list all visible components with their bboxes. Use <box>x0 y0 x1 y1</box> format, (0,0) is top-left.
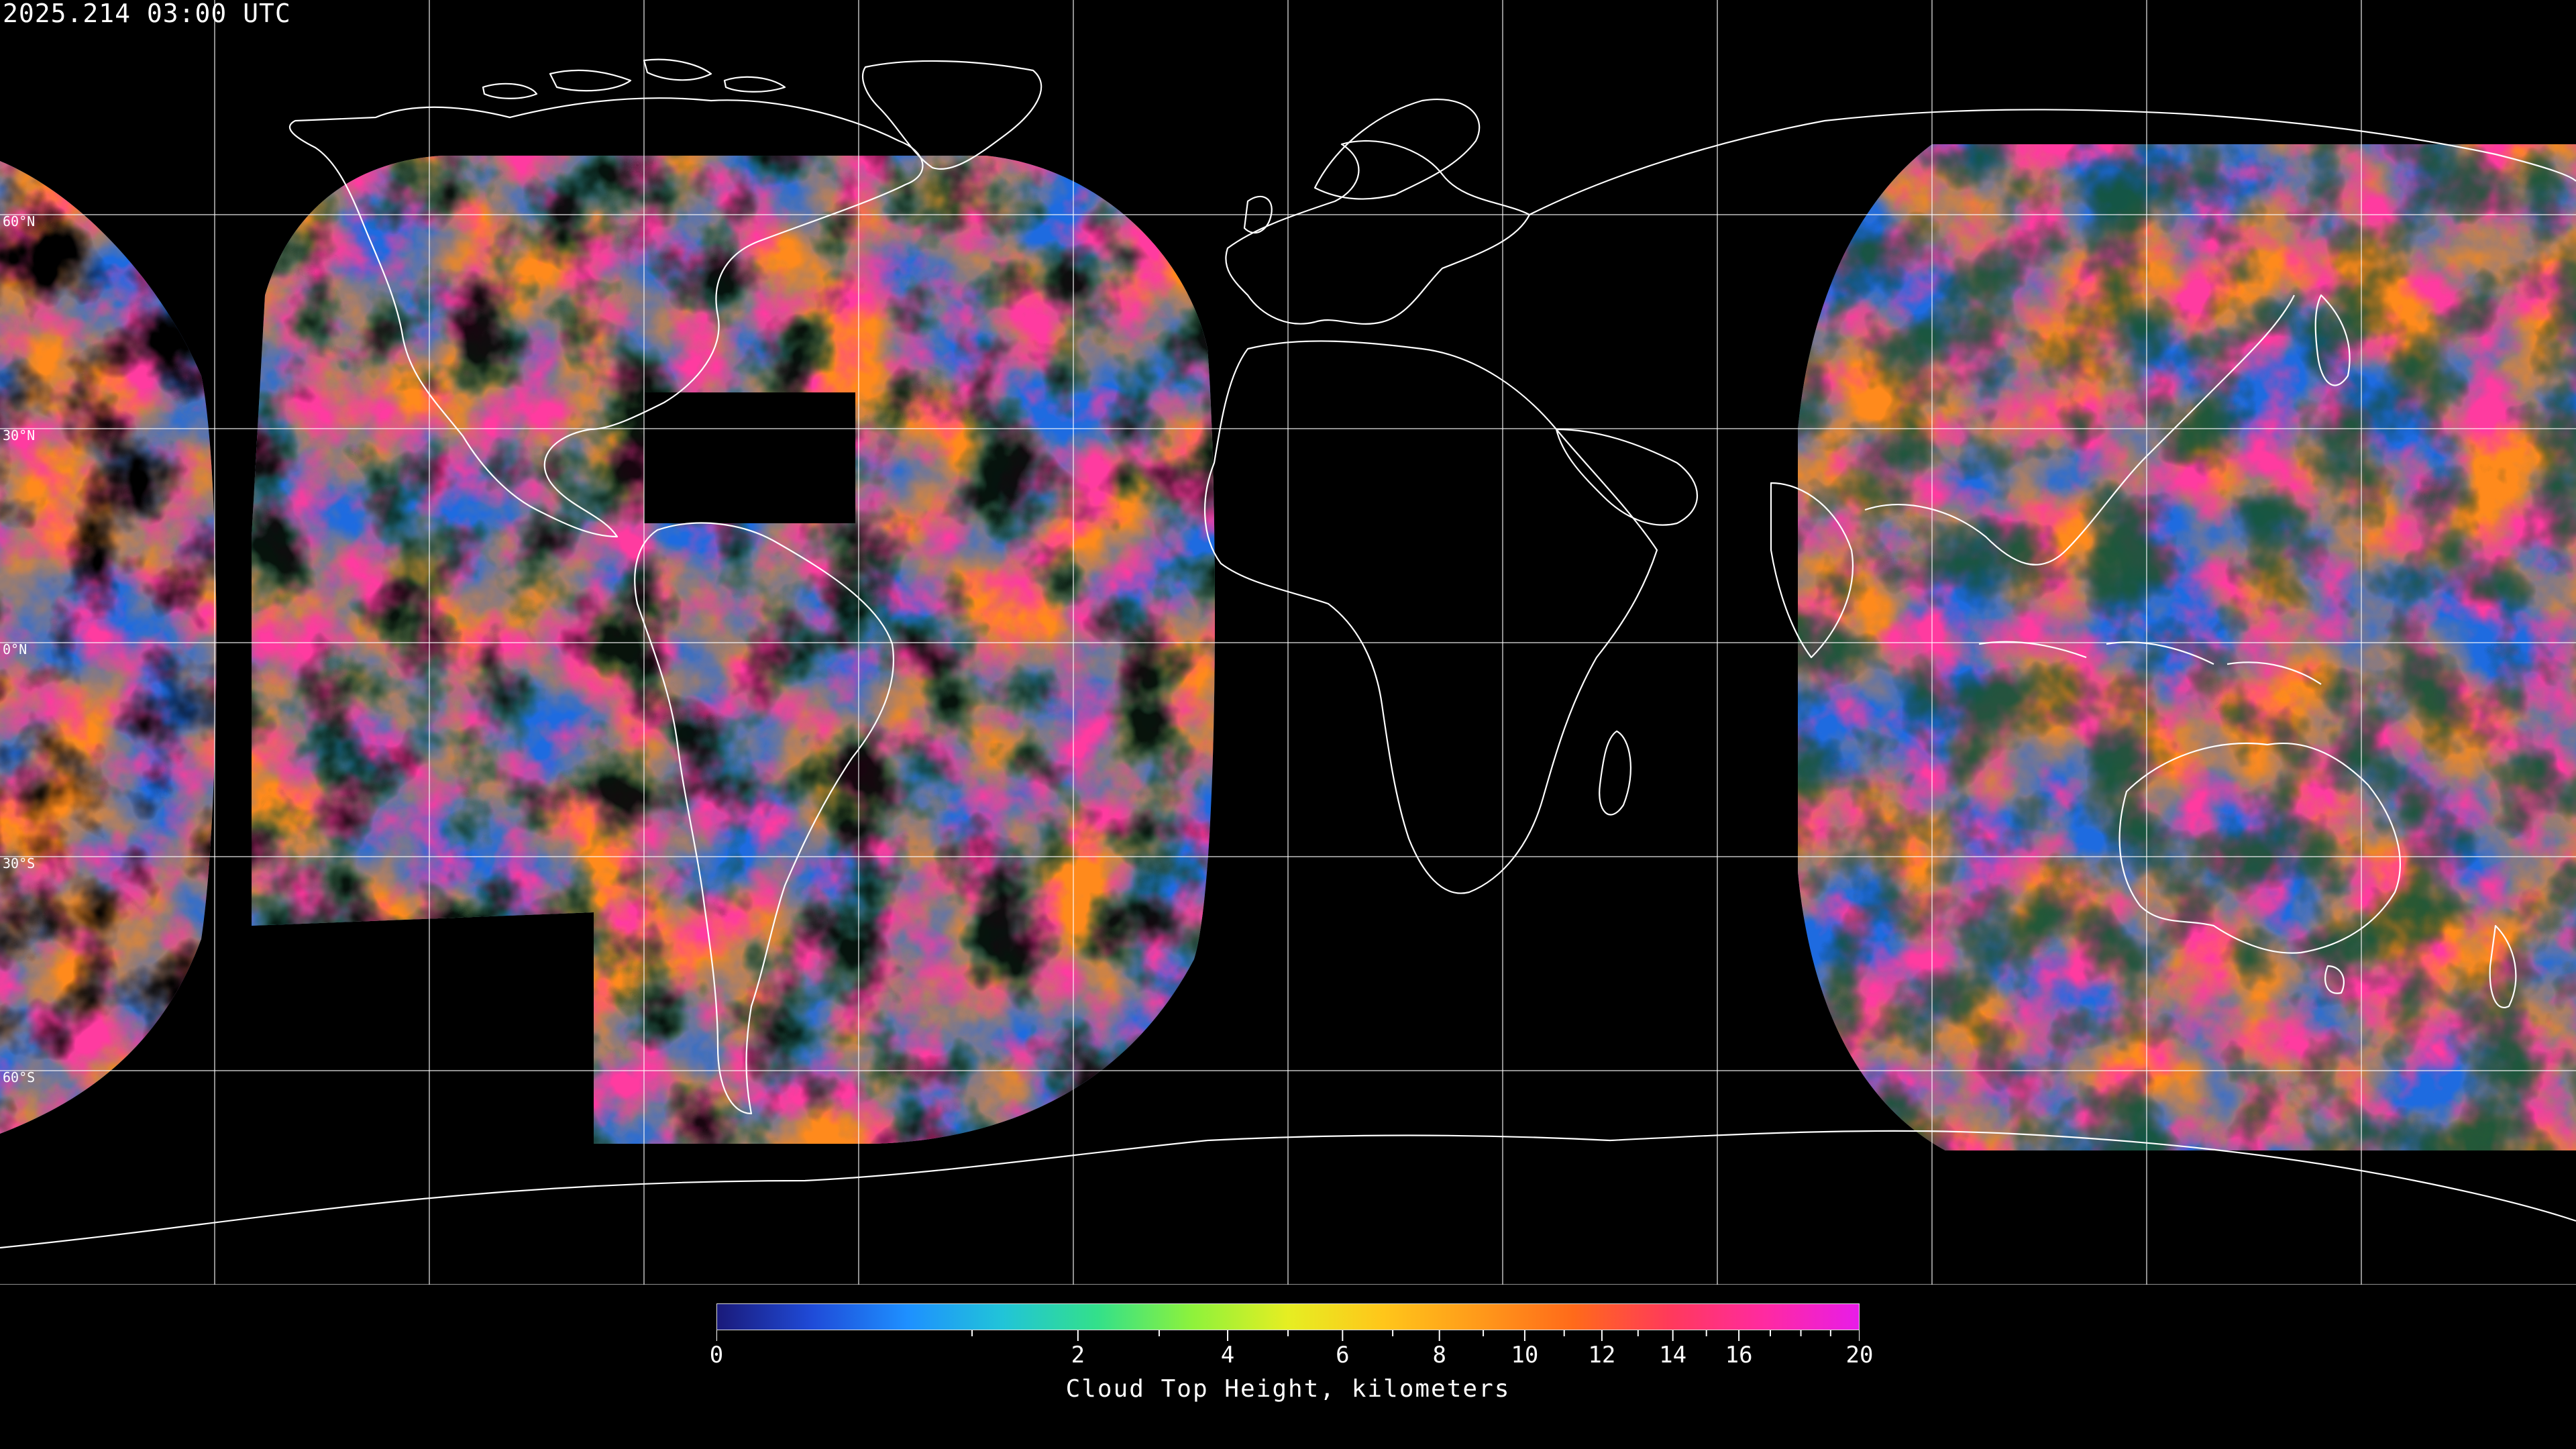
colorbar-tick-label: 20 <box>1845 1342 1874 1368</box>
asia-pacific-footprint <box>1798 144 2576 1150</box>
colorbar-tick-label: 4 <box>1220 1342 1235 1368</box>
timestamp-label: 2025.214 03:00 UTC <box>3 0 291 28</box>
map-canvas <box>0 0 2576 1285</box>
colorbar-tick-label: 16 <box>1725 1342 1753 1368</box>
colorbar-ticks <box>716 1330 1860 1341</box>
colorbar <box>716 1303 1860 1330</box>
colorbar-title: Cloud Top Height, kilometers <box>1065 1375 1511 1403</box>
cloud-top-height-map <box>0 0 2576 1285</box>
colorbar-tick-label: 12 <box>1588 1342 1616 1368</box>
colorbar-tick-label: 10 <box>1511 1342 1539 1368</box>
americas-footprint <box>252 156 1216 1144</box>
coastlines <box>0 58 2576 1249</box>
colorbar-tick-label: 2 <box>1071 1342 1085 1368</box>
colorbar-tick-label: 0 <box>709 1342 724 1368</box>
colorbar-tick-label: 6 <box>1336 1342 1350 1368</box>
colorbar-tick-label: 8 <box>1432 1342 1446 1368</box>
lat-label-30n: 30°N <box>3 427 36 443</box>
graticule <box>0 0 2576 1285</box>
lat-label-60n: 60°N <box>3 213 36 229</box>
lat-label-60s: 60°S <box>3 1069 36 1085</box>
colorbar-tick-label: 14 <box>1659 1342 1687 1368</box>
lat-label-30s: 30°S <box>3 855 36 871</box>
west-pacific-footprint <box>0 161 217 1134</box>
lat-label-0n: 0°N <box>3 641 28 657</box>
